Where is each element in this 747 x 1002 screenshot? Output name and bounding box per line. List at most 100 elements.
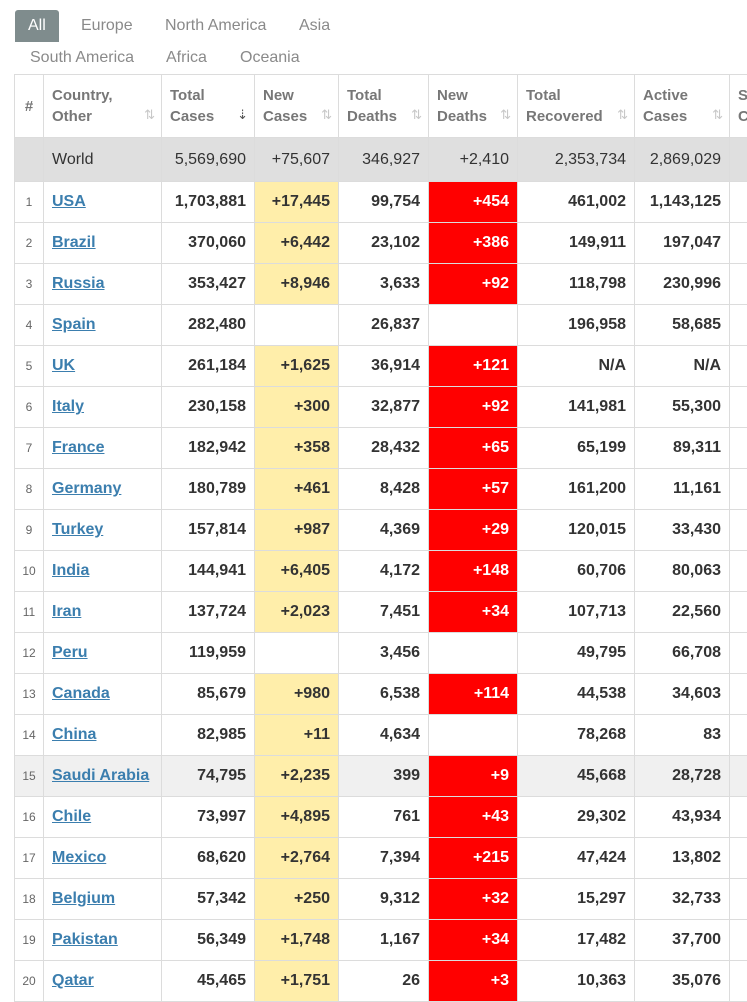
total-recovered-cell: 10,363 xyxy=(518,961,635,1002)
country-link[interactable]: Mexico xyxy=(52,849,106,866)
country-link[interactable]: India xyxy=(52,562,89,579)
tab-oceania[interactable]: Oceania xyxy=(240,42,300,74)
country-link[interactable]: Peru xyxy=(52,644,88,661)
country-link-cell: Spain xyxy=(44,305,162,346)
new-deaths-cell xyxy=(429,715,518,756)
header-country[interactable]: Country, Other ⇅ xyxy=(44,75,162,138)
header-country-line1: Country, xyxy=(52,87,113,104)
sort-icon[interactable]: ⇅ xyxy=(500,104,511,125)
new-deaths-cell: +57 xyxy=(429,469,518,510)
total-recovered-cell: N/A xyxy=(518,346,635,387)
total-recovered-cell: 149,911 xyxy=(518,223,635,264)
serious-cell xyxy=(730,510,747,551)
header-total-deaths[interactable]: Total Deaths ⇅ xyxy=(339,75,429,138)
country-link[interactable]: Spain xyxy=(52,316,96,333)
header-serious-critical[interactable]: S C xyxy=(730,75,747,138)
tab-all[interactable]: All xyxy=(15,10,59,42)
country-link[interactable]: France xyxy=(52,439,104,456)
header-new-cases[interactable]: New Cases ⇅ xyxy=(255,75,339,138)
serious-cell xyxy=(730,469,747,510)
new-deaths-cell: +114 xyxy=(429,674,518,715)
country-link[interactable]: Iran xyxy=(52,603,81,620)
total-recovered-cell: 118,798 xyxy=(518,264,635,305)
table-body: World 5,569,690 +75,607 346,927 +2,410 2… xyxy=(15,138,747,1002)
new-cases-cell: +1,751 xyxy=(255,961,339,1002)
header-total-cases[interactable]: Total Cases ⇣ xyxy=(162,75,255,138)
tab-europe[interactable]: Europe xyxy=(81,10,133,42)
total-recovered-cell: 29,302 xyxy=(518,797,635,838)
country-link[interactable]: Qatar xyxy=(52,972,94,989)
header-new-deaths-line2: Deaths xyxy=(437,108,487,125)
total-recovered-cell: 107,713 xyxy=(518,592,635,633)
row-number: 8 xyxy=(15,469,44,510)
row-number: 18 xyxy=(15,879,44,920)
country-link-cell: China xyxy=(44,715,162,756)
total-deaths-cell: 4,172 xyxy=(339,551,429,592)
serious-cell xyxy=(730,715,747,756)
header-number[interactable]: # xyxy=(15,75,44,138)
sort-icon[interactable]: ⇅ xyxy=(712,104,723,125)
region-tabs-row-1: All Europe North America Asia xyxy=(0,10,747,42)
header-serious-line1: S xyxy=(738,87,747,104)
new-deaths-cell: +386 xyxy=(429,223,518,264)
active-cases-cell: 32,733 xyxy=(635,879,730,920)
serious-cell xyxy=(730,633,747,674)
world-new-deaths: +2,410 xyxy=(429,138,518,182)
country-link-cell: Pakistan xyxy=(44,920,162,961)
total-cases-cell: 119,959 xyxy=(162,633,255,674)
header-total-recovered[interactable]: Total Recovered ⇅ xyxy=(518,75,635,138)
total-cases-cell: 82,985 xyxy=(162,715,255,756)
sort-icon[interactable]: ⇅ xyxy=(617,104,628,125)
header-new-deaths[interactable]: New Deaths ⇅ xyxy=(429,75,518,138)
sort-icon[interactable]: ⇅ xyxy=(144,104,155,125)
country-link[interactable]: UK xyxy=(52,357,75,374)
sort-icon[interactable]: ⇅ xyxy=(411,104,422,125)
new-deaths-cell: +92 xyxy=(429,387,518,428)
country-link[interactable]: Brazil xyxy=(52,234,96,251)
active-cases-cell: 13,802 xyxy=(635,838,730,879)
active-cases-cell: N/A xyxy=(635,346,730,387)
header-total-deaths-line1: Total xyxy=(347,87,382,104)
header-active-cases[interactable]: Active Cases ⇅ xyxy=(635,75,730,138)
country-link[interactable]: Turkey xyxy=(52,521,103,538)
sort-descending-icon[interactable]: ⇣ xyxy=(237,104,248,125)
country-link[interactable]: China xyxy=(52,726,96,743)
new-cases-cell xyxy=(255,305,339,346)
country-link[interactable]: Germany xyxy=(52,480,121,497)
total-deaths-cell: 3,633 xyxy=(339,264,429,305)
country-link-cell: France xyxy=(44,428,162,469)
total-recovered-cell: 161,200 xyxy=(518,469,635,510)
total-cases-cell: 137,724 xyxy=(162,592,255,633)
sort-icon[interactable]: ⇅ xyxy=(321,104,332,125)
tab-north-america[interactable]: North America xyxy=(165,10,266,42)
row-number: 20 xyxy=(15,961,44,1002)
country-link[interactable]: Canada xyxy=(52,685,110,702)
header-total-cases-line1: Total xyxy=(170,87,205,104)
country-link[interactable]: USA xyxy=(52,193,86,210)
active-cases-cell: 66,708 xyxy=(635,633,730,674)
header-active-cases-line2: Cases xyxy=(643,108,687,125)
tab-south-america[interactable]: South America xyxy=(30,42,134,74)
new-cases-cell: +1,625 xyxy=(255,346,339,387)
total-cases-cell: 57,342 xyxy=(162,879,255,920)
country-link[interactable]: Pakistan xyxy=(52,931,118,948)
new-cases-cell: +4,895 xyxy=(255,797,339,838)
row-number: 9 xyxy=(15,510,44,551)
header-total-cases-line2: Cases xyxy=(170,108,214,125)
country-link[interactable]: Italy xyxy=(52,398,84,415)
country-link[interactable]: Chile xyxy=(52,808,91,825)
tab-asia[interactable]: Asia xyxy=(299,10,330,42)
new-cases-cell: +6,442 xyxy=(255,223,339,264)
total-cases-cell: 180,789 xyxy=(162,469,255,510)
country-link[interactable]: Saudi Arabia xyxy=(52,767,149,784)
row-number: 10 xyxy=(15,551,44,592)
country-link[interactable]: Belgium xyxy=(52,890,115,907)
total-deaths-cell: 761 xyxy=(339,797,429,838)
country-link-cell: Belgium xyxy=(44,879,162,920)
country-link[interactable]: Russia xyxy=(52,275,104,292)
total-recovered-cell: 49,795 xyxy=(518,633,635,674)
tab-africa[interactable]: Africa xyxy=(166,42,207,74)
active-cases-cell: 11,161 xyxy=(635,469,730,510)
